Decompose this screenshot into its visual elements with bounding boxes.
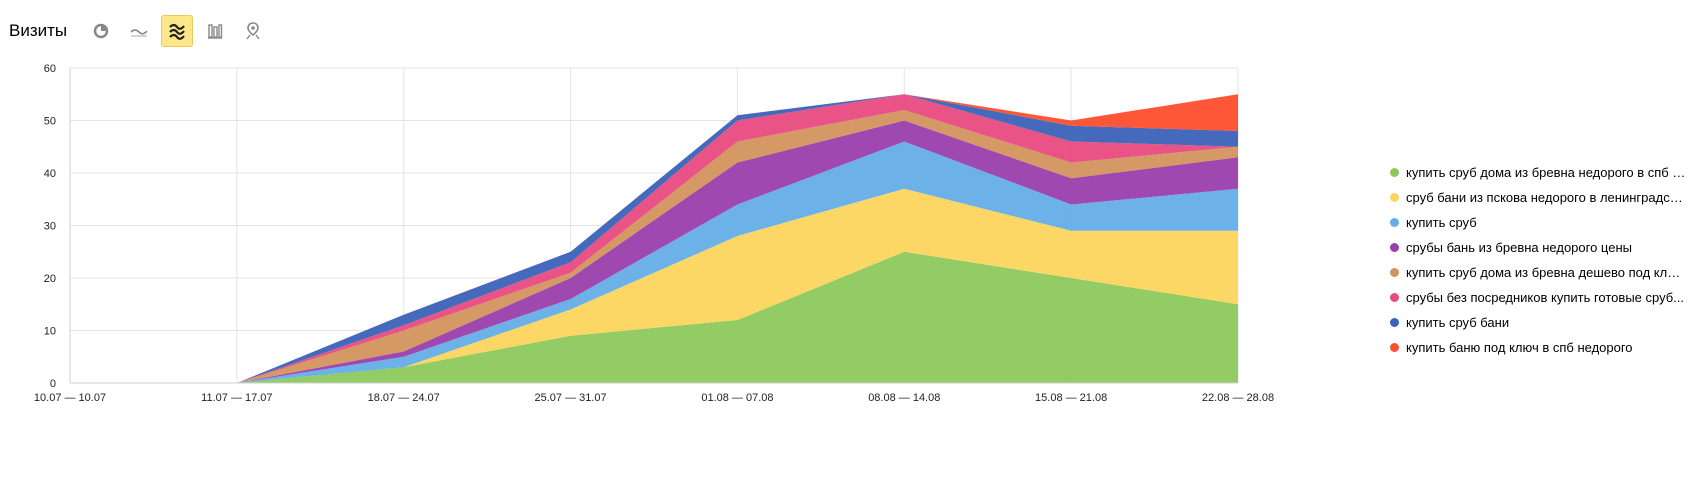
- legend-label: сруб бани из пскова недорого в ленинград…: [1406, 190, 1686, 205]
- legend-color-dot: [1390, 243, 1399, 252]
- series-area[interactable]: [70, 251, 1238, 383]
- legend-color-dot: [1390, 268, 1399, 277]
- x-tick-label: 01.08 — 07.08: [701, 392, 773, 404]
- pie-chart-button[interactable]: [85, 15, 117, 47]
- legend-color-dot: [1390, 318, 1399, 327]
- stacked-area-icon: [169, 23, 185, 40]
- legend-color-dot: [1390, 293, 1399, 302]
- y-tick-label: 50: [44, 116, 56, 128]
- x-axis: 10.07 — 10.07 11.07 — 17.07 18.07 — 24.07 2…: [34, 382, 1274, 404]
- legend-color-dot: [1390, 168, 1399, 177]
- chart-areas: [70, 94, 1238, 383]
- line-chart-icon: [130, 29, 148, 37]
- legend-item[interactable]: купить сруб: [1390, 210, 1690, 235]
- line-chart-button[interactable]: [123, 15, 155, 47]
- legend-item[interactable]: купить сруб дома из бревна недорого в сп…: [1390, 160, 1690, 185]
- stacked-area-chart: 0 10 20 30 40 50 60 10.07 — 10.07 11.07 — 17.07…: [34, 63, 1274, 404]
- report-header: Визиты: [9, 14, 275, 48]
- legend-item[interactable]: сруб бани из пскова недорого в ленинград…: [1390, 185, 1690, 210]
- legend-label: купить сруб дома из бревна недорого в сп…: [1406, 165, 1686, 180]
- series-area[interactable]: [70, 94, 1238, 383]
- map-icon: [246, 22, 260, 40]
- y-tick-label: 60: [44, 63, 56, 75]
- y-tick-label: 10: [44, 326, 56, 338]
- page-title: Визиты: [9, 21, 68, 40]
- legend-color-dot: [1390, 218, 1399, 227]
- legend-color-dot: [1390, 343, 1399, 352]
- x-tick-label: 10.07 — 10.07: [34, 392, 106, 404]
- legend-item[interactable]: купить баню под ключ в спб недорого: [1390, 335, 1690, 360]
- legend-label: срубы без посредников купить готовые сру…: [1406, 290, 1685, 305]
- x-tick-label: 18.07 — 24.07: [368, 392, 440, 404]
- stacked-area-button[interactable]: [161, 15, 194, 47]
- x-tick-label: 25.07 — 31.07: [534, 392, 606, 404]
- legend-label: купить сруб дома из бревна дешево под кл…: [1406, 265, 1686, 280]
- y-tick-label: 30: [44, 221, 56, 233]
- x-tick-label: 22.08 — 28.08: [1202, 392, 1274, 404]
- legend-label: купить баню под ключ в спб недорого: [1406, 340, 1633, 355]
- series-area[interactable]: [70, 120, 1238, 384]
- legend-item[interactable]: срубы бань из бревна недорого цены: [1390, 235, 1690, 260]
- legend-label: срубы бань из бревна недорого цены: [1406, 240, 1632, 255]
- x-tick-label: 15.08 — 21.08: [1035, 392, 1107, 404]
- y-tick-label: 0: [50, 378, 56, 390]
- x-tick-label: 08.08 — 14.08: [868, 392, 940, 404]
- y-tick-label: 40: [44, 168, 56, 180]
- map-button[interactable]: [237, 15, 269, 47]
- legend-color-dot: [1390, 193, 1399, 202]
- x-tick-label: 11.07 — 17.07: [201, 392, 272, 404]
- legend-item[interactable]: купить сруб бани: [1390, 310, 1690, 335]
- bar-chart-icon: [208, 24, 223, 39]
- series-area[interactable]: [70, 188, 1238, 383]
- y-tick-label: 20: [44, 273, 56, 285]
- y-axis: 0 10 20 30 40 50 60: [44, 63, 71, 390]
- legend-item[interactable]: купить сруб дома из бревна дешево под кл…: [1390, 260, 1690, 285]
- legend-label: купить сруб: [1406, 215, 1477, 230]
- legend-label: купить сруб бани: [1406, 315, 1510, 330]
- chart-legend: купить сруб дома из бревна недорого в сп…: [1390, 160, 1690, 360]
- bar-chart-button[interactable]: [199, 15, 231, 47]
- series-area[interactable]: [70, 141, 1238, 384]
- pie-chart-icon: [93, 23, 109, 39]
- legend-item[interactable]: срубы без посредников купить готовые сру…: [1390, 285, 1690, 310]
